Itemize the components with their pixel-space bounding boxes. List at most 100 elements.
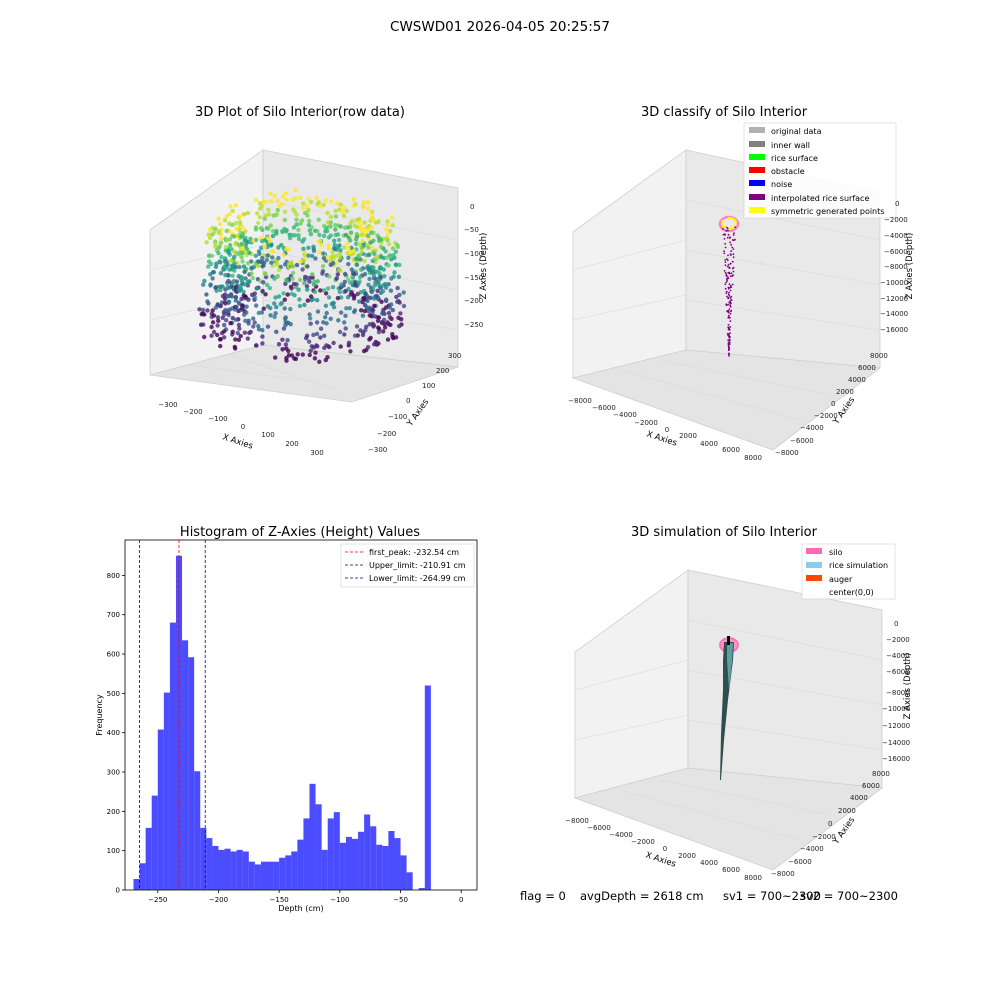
raw-x-tick: 100: [261, 431, 274, 439]
raw-point: [274, 211, 280, 217]
simulation-axes-frame: [573, 569, 884, 871]
raw-point: [360, 204, 366, 210]
simulation-xlabel: X Axies: [644, 850, 677, 869]
raw-y-ticks: −300 −200 −100 0 100 200 300: [368, 352, 461, 454]
raw-point: [397, 262, 402, 268]
classify-point: [728, 308, 731, 311]
raw-point: [334, 276, 339, 281]
raw-point: [218, 271, 224, 276]
classify-point: [729, 312, 732, 315]
raw-point: [257, 215, 262, 220]
raw-point: [238, 234, 244, 239]
histogram-bar: [400, 855, 407, 890]
classify-y-tick: −2000: [814, 412, 838, 420]
raw-point: [365, 298, 370, 304]
raw-point: [210, 225, 215, 231]
histogram-ylabel: Frequency: [95, 694, 104, 736]
histogram-legend: first_peak: -232.54 cm Upper_limit: -210…: [340, 543, 475, 588]
classify-point: [733, 232, 735, 235]
raw-point: [226, 249, 231, 254]
raw-point: [258, 225, 264, 231]
raw-point: [365, 200, 370, 205]
raw-x-tick: 200: [285, 440, 298, 448]
raw-point: [350, 219, 355, 224]
raw-point: [254, 343, 259, 348]
raw-point: [393, 335, 399, 340]
raw-point: [395, 242, 400, 248]
raw-point: [392, 270, 397, 275]
raw-point: [206, 232, 211, 237]
raw-point: [361, 200, 367, 205]
legend-swatch-original: [749, 127, 765, 133]
raw-point: [245, 283, 251, 288]
legend-label-symmetric: symmetric generated points: [771, 207, 884, 216]
raw-point: [385, 232, 391, 237]
raw-point: [235, 330, 240, 336]
status-sv1: sv1 = 700~2300: [723, 889, 821, 903]
raw-point: [366, 227, 371, 232]
classify-point: [727, 349, 730, 352]
raw-point: [305, 264, 310, 269]
raw-point: [284, 321, 290, 326]
histogram-bar: [151, 795, 158, 890]
classify-symmetric-point: [721, 220, 724, 223]
raw-point: [234, 226, 239, 231]
raw-point: [237, 264, 242, 270]
raw-point: [284, 197, 289, 202]
raw-point: [385, 337, 391, 342]
raw-point: [355, 291, 360, 297]
raw-point: [302, 280, 307, 286]
raw-point: [222, 335, 227, 340]
raw-point: [379, 320, 385, 325]
raw-point: [215, 332, 220, 338]
raw-point: [240, 303, 245, 308]
raw-point: [309, 344, 314, 349]
raw-point: [342, 332, 347, 337]
raw-point: [270, 233, 276, 239]
raw-point: [216, 229, 221, 234]
raw-point: [395, 299, 400, 304]
raw-point: [307, 228, 312, 233]
raw-point: [324, 310, 329, 316]
histogram-bar: [418, 888, 425, 890]
raw-point: [372, 251, 377, 257]
raw-point: [285, 338, 290, 343]
legend-swatch-rice-simulation: [806, 562, 822, 568]
simulation-y-tick: 2000: [838, 807, 856, 815]
raw-point: [313, 350, 318, 355]
raw-point: [274, 230, 279, 236]
raw-point: [282, 217, 288, 223]
raw-point: [261, 280, 266, 285]
histogram-bar: [145, 827, 152, 890]
raw-point: [252, 320, 257, 325]
classify-z-tick: −16000: [880, 326, 908, 334]
raw-point: [336, 244, 341, 249]
classify-point: [727, 310, 730, 313]
raw-point: [330, 301, 335, 306]
raw-point: [308, 294, 314, 299]
classify-point: [726, 277, 728, 280]
raw-point: [321, 320, 326, 325]
raw-point: [199, 312, 204, 317]
raw-point: [249, 292, 255, 297]
raw-x-ticks: −300 −200 −100 0 100 200 300: [158, 401, 323, 457]
raw-x-tick: 0: [241, 423, 245, 431]
raw-point: [340, 209, 345, 215]
raw-point: [304, 284, 310, 289]
raw-point: [239, 275, 245, 280]
raw-point: [342, 279, 347, 285]
simulation-x-tick: 4000: [700, 859, 718, 867]
raw-point: [272, 193, 277, 199]
raw-point: [353, 283, 358, 288]
raw-point: [338, 255, 343, 260]
legend-label-upper-limit: Upper_limit: -210.91 cm: [369, 561, 466, 570]
raw-point: [309, 253, 315, 259]
raw-point: [307, 279, 312, 284]
raw-point: [371, 323, 377, 328]
raw-point: [371, 265, 376, 270]
classify-point: [726, 279, 728, 282]
classify-x-tick: −2000: [634, 419, 658, 427]
raw-point: [397, 324, 402, 329]
raw-point: [384, 227, 389, 232]
raw-point: [252, 295, 257, 300]
